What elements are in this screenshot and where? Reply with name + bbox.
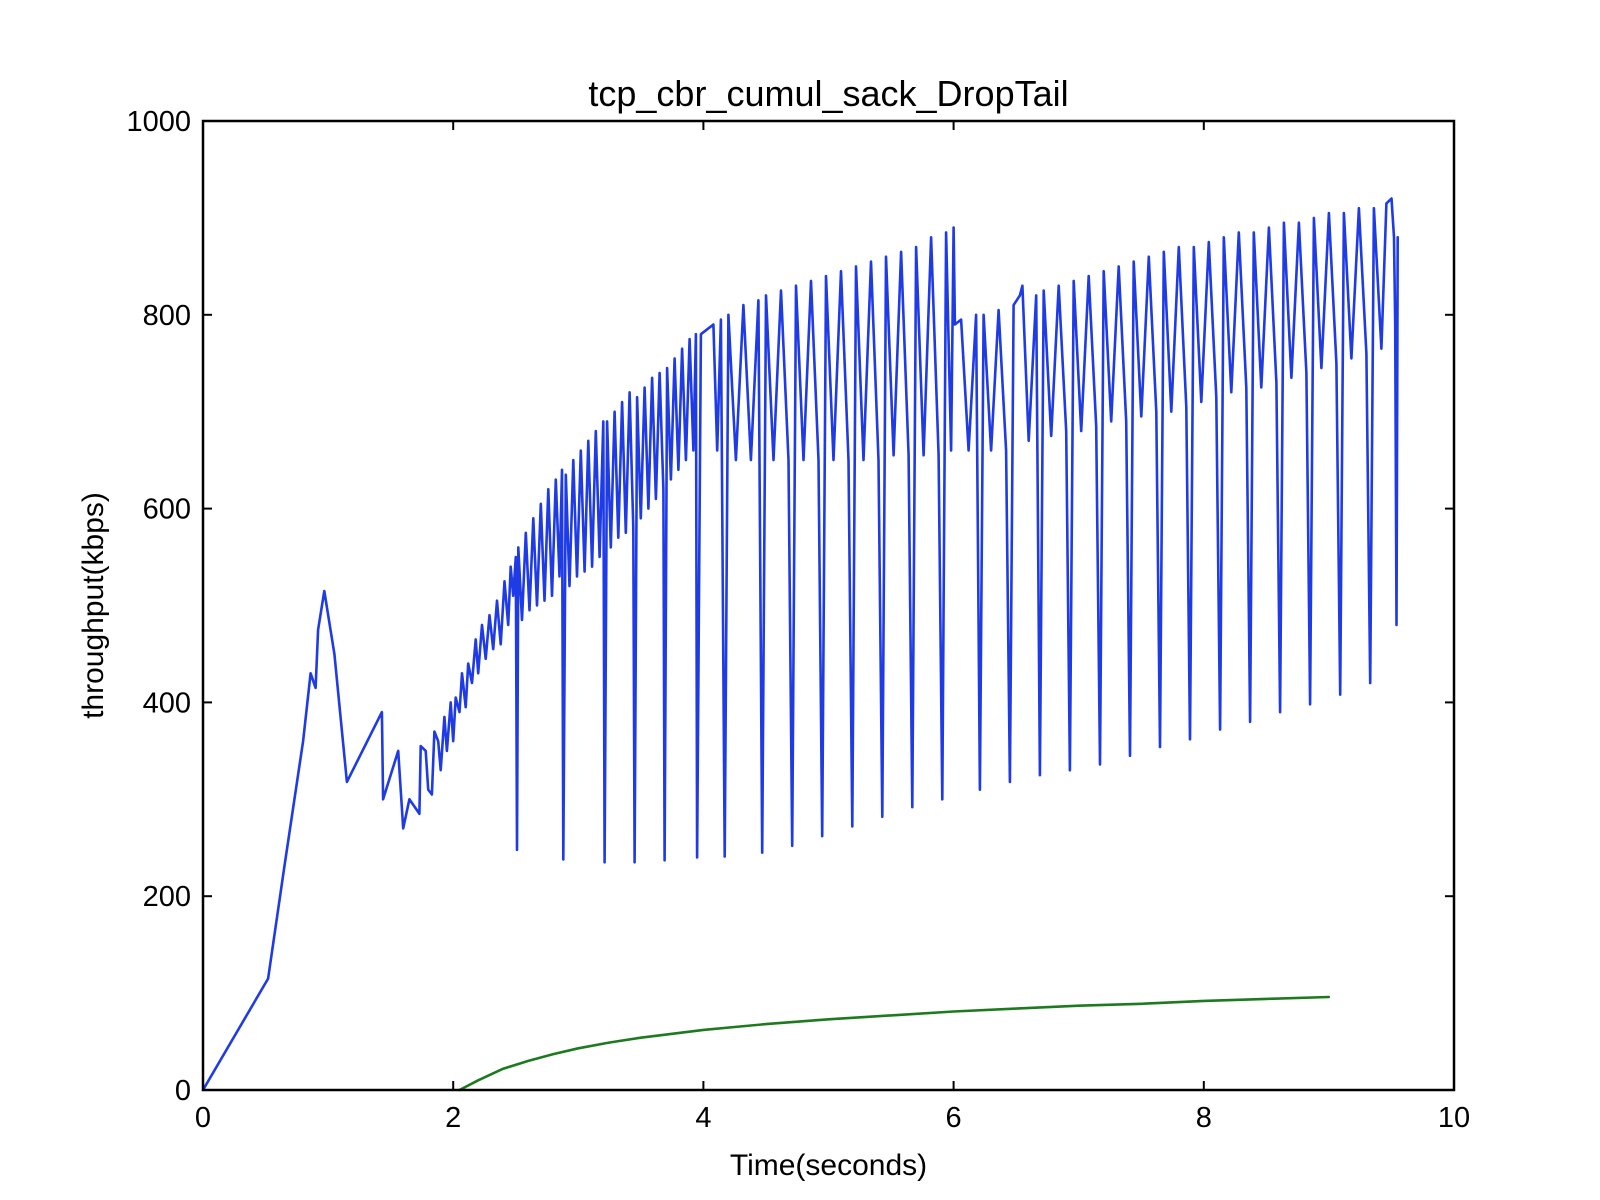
y-tick-label: 800 — [143, 300, 191, 332]
y-axis-label: throughput(kbps) — [77, 492, 110, 719]
x-tick-label: 6 — [946, 1102, 962, 1134]
x-tick-label: 10 — [1438, 1102, 1470, 1134]
x-ticks: 0 2 4 6 8 10 — [195, 121, 1470, 1134]
series-line-1 — [458, 995, 1331, 1092]
x-tick-label: 2 — [445, 1102, 461, 1134]
chart-title: tcp_cbr_cumul_sack_DropTail — [588, 73, 1068, 114]
y-tick-label: 1000 — [126, 106, 191, 138]
y-tick-label: 200 — [143, 881, 191, 913]
y-tick-label: 0 — [175, 1075, 191, 1107]
plot-lines — [201, 197, 1399, 1092]
y-ticks: 0 200 400 600 800 1000 — [126, 106, 1454, 1107]
x-tick-label: 0 — [195, 1102, 211, 1134]
x-tick-label: 4 — [695, 1102, 711, 1134]
y-tick-label: 400 — [143, 687, 191, 719]
x-axis-label: Time(seconds) — [730, 1149, 927, 1182]
plot-frame — [201, 119, 1456, 1092]
series-line-0 — [201, 197, 1399, 1092]
x-tick-label: 8 — [1196, 1102, 1212, 1134]
y-tick-label: 600 — [143, 494, 191, 526]
